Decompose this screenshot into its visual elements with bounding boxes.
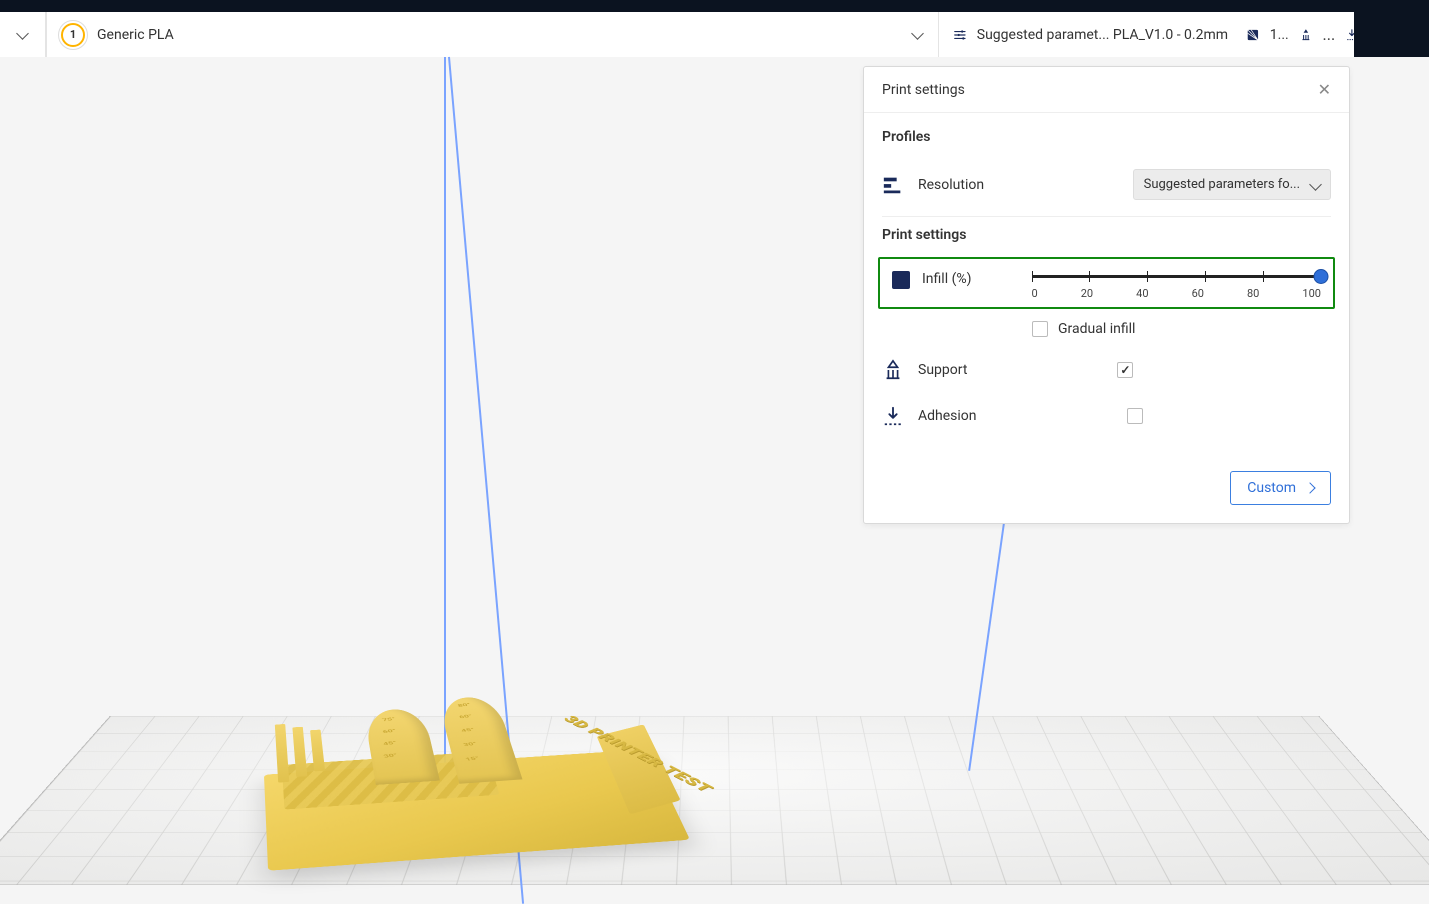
adhesion-checkbox[interactable] — [1127, 408, 1143, 424]
tick-label: 20 — [1081, 287, 1093, 300]
window-corner — [1354, 12, 1429, 57]
tick-label: 60 — [1192, 287, 1204, 300]
print-settings-heading: Print settings — [882, 227, 1331, 243]
chevron-down-icon — [1308, 179, 1322, 193]
angle-marker: 75° — [382, 717, 397, 723]
material-name-label: Generic PLA — [97, 27, 174, 43]
print-settings-panel: Print settings ✕ Profiles Resolution Sug… — [863, 66, 1350, 524]
angle-marker: 30° — [383, 753, 399, 759]
slider-track — [1032, 275, 1322, 278]
material-selector[interactable]: 1 Generic PLA — [47, 12, 939, 57]
profiles-heading: Profiles — [882, 129, 1331, 145]
infill-icon — [892, 271, 910, 289]
adhesion-label: Adhesion — [918, 408, 977, 424]
panel-footer: Custom — [864, 457, 1349, 523]
chevron-right-icon — [1304, 482, 1315, 493]
ellipsis-label: ... — [1323, 25, 1336, 44]
gradual-infill-row: Gradual infill — [1032, 317, 1331, 347]
gradual-infill-checkbox[interactable] — [1032, 321, 1048, 337]
infill-label: Infill (%) — [922, 271, 972, 287]
angle-marker: 60° — [382, 728, 397, 734]
angle-marker: 30° — [462, 741, 478, 747]
chevron-down-icon — [16, 28, 30, 42]
tick-label: 80 — [1247, 287, 1259, 300]
resolution-select-value: Suggested parameters fo... — [1144, 177, 1300, 192]
panel-body: Profiles Resolution Suggested parameters… — [864, 113, 1349, 457]
gradual-infill-label: Gradual infill — [1058, 321, 1135, 337]
resolution-label: Resolution — [918, 177, 984, 193]
sliders-icon — [953, 26, 967, 44]
slider-thumb[interactable] — [1314, 269, 1329, 284]
resolution-row: Resolution Suggested parameters fo... — [882, 159, 1331, 217]
custom-button[interactable]: Custom — [1230, 471, 1331, 505]
support-label: Support — [918, 362, 967, 378]
support-row: Support — [882, 347, 1331, 393]
tick-label: 0 — [1032, 287, 1038, 300]
support-icon — [882, 359, 904, 381]
custom-button-label: Custom — [1247, 480, 1296, 496]
angle-marker: 60° — [458, 714, 473, 720]
infill-row: Infill (%) 0 20 40 60 80 100 — [878, 257, 1335, 309]
extruder-section — [0, 12, 47, 57]
adhesion-row: Adhesion — [882, 393, 1331, 439]
tick-label: 100 — [1302, 287, 1321, 300]
extruder-badge-icon: 1 — [61, 23, 85, 47]
infill-short-label: 1... — [1270, 27, 1289, 43]
angle-marker: 45° — [382, 740, 397, 746]
extruder-menu-button[interactable] — [0, 12, 46, 57]
infill-slider[interactable]: 0 20 40 60 80 100 — [1032, 269, 1322, 303]
angle-marker: 45° — [460, 727, 475, 733]
resolution-icon — [882, 174, 904, 196]
adhesion-icon — [882, 405, 904, 427]
top-toolbar: 1 Generic PLA Suggested paramet... PLA_V… — [0, 12, 1429, 57]
profile-summary-label: Suggested paramet... PLA_V1.0 - 0.2mm — [977, 27, 1228, 43]
close-icon[interactable]: ✕ — [1318, 80, 1331, 99]
tick-label: 40 — [1136, 287, 1148, 300]
app-titlebar — [0, 0, 1429, 12]
angle-marker: 80° — [457, 703, 472, 709]
support-checkbox[interactable] — [1117, 362, 1133, 378]
slider-labels: 0 20 40 60 80 100 — [1032, 287, 1322, 300]
support-icon — [1299, 26, 1313, 44]
infill-icon — [1246, 26, 1260, 44]
panel-header: Print settings ✕ — [864, 67, 1349, 113]
chevron-down-icon — [910, 28, 924, 42]
panel-title: Print settings — [882, 82, 965, 98]
angle-marker: 15° — [465, 756, 481, 762]
extruder-number: 1 — [70, 28, 76, 41]
volume-edge — [444, 57, 446, 777]
resolution-select[interactable]: Suggested parameters fo... — [1133, 169, 1331, 200]
